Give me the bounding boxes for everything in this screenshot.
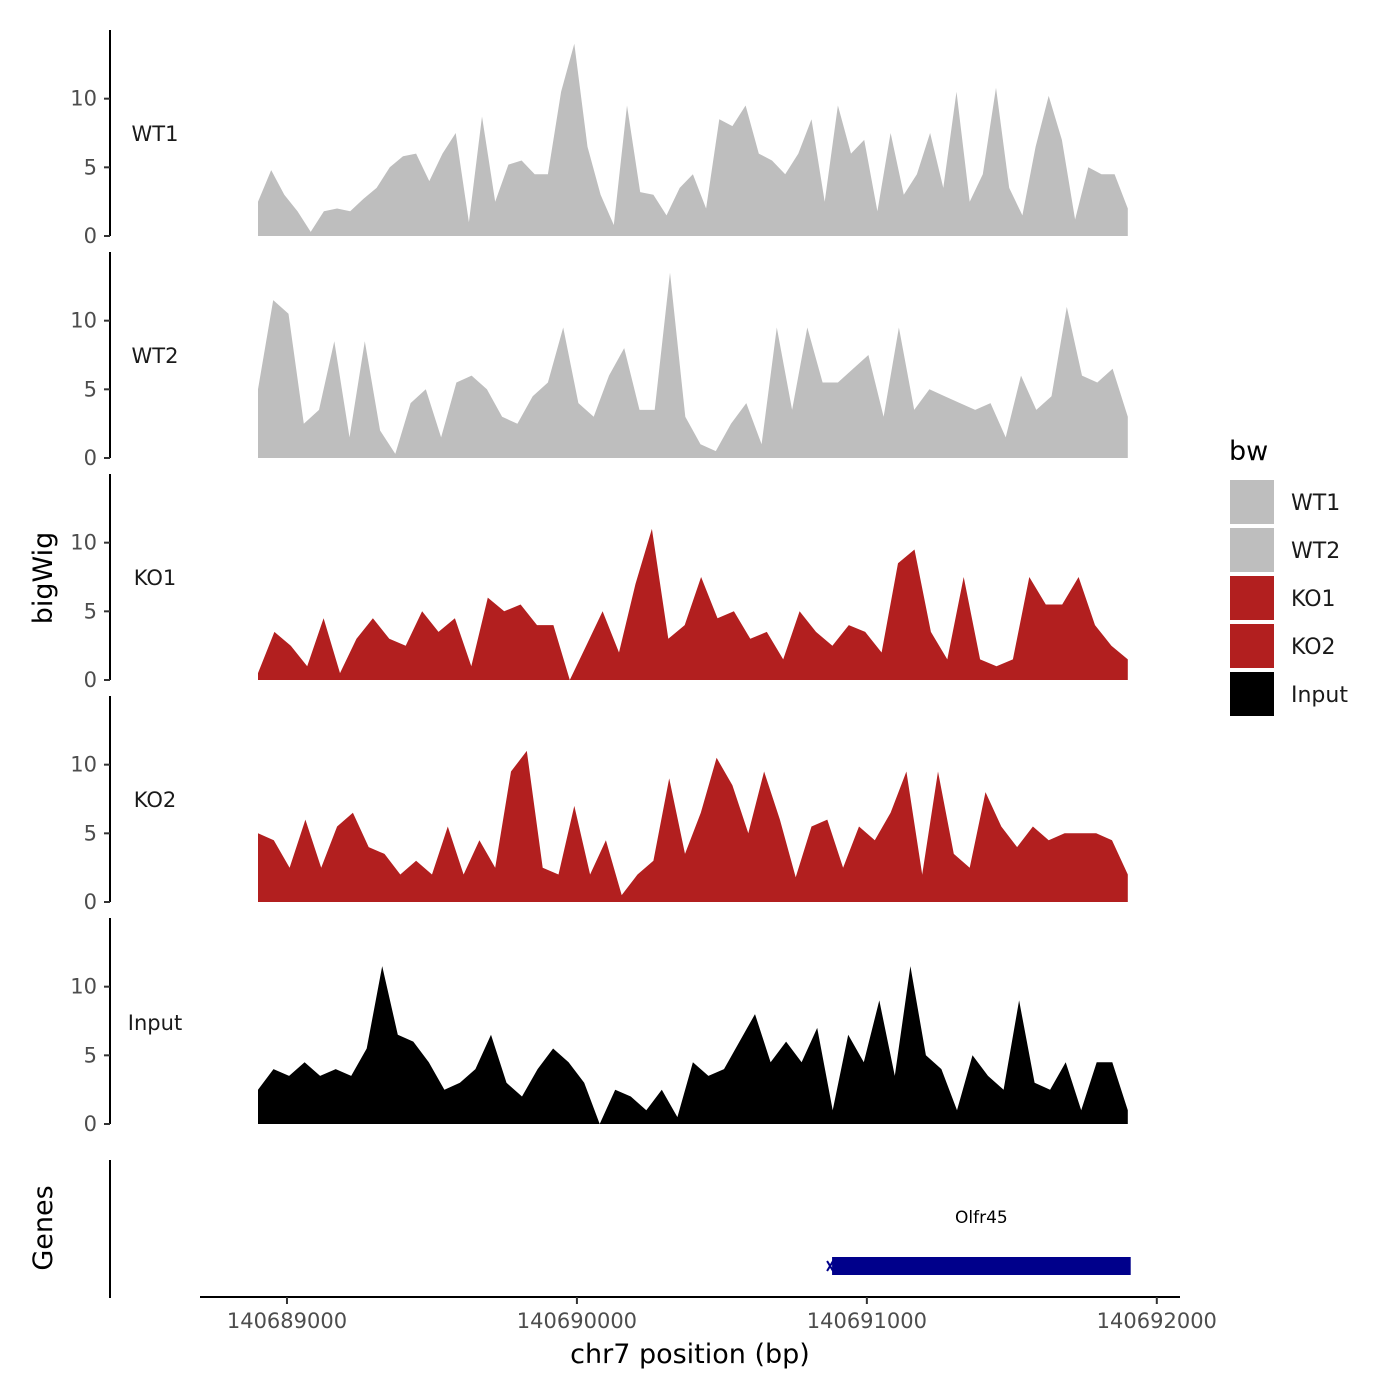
area-WT2 bbox=[258, 272, 1128, 458]
legend-swatch-Input bbox=[1230, 672, 1274, 716]
tracks-group: 0 5 10 WT1 0 5 10 WT2 0 5 10 KO1 0 5 10 KO2 0 5 10 Input bbox=[70, 30, 1128, 1136]
track-WT2: 0 5 10 WT2 bbox=[70, 252, 1128, 470]
gene-track-group: Olfr45 bbox=[109, 1160, 1131, 1298]
legend-swatch-KO1 bbox=[1230, 576, 1274, 620]
x-axis-title: chr7 position (bp) bbox=[570, 1339, 810, 1370]
track-label-KO2: KO2 bbox=[134, 788, 177, 812]
legend: WT1 WT2 KO1 KO2 Input bbox=[1230, 480, 1348, 716]
y-tick-label: 10 bbox=[70, 753, 97, 777]
x-tick-label: 140690000 bbox=[517, 1309, 637, 1333]
legend-label-WT2: WT2 bbox=[1291, 539, 1340, 564]
genes-track-title: Genes bbox=[28, 1185, 59, 1270]
y-tick-label: 0 bbox=[84, 1112, 97, 1136]
area-WT1 bbox=[258, 43, 1128, 237]
y-tick-label: 5 bbox=[84, 599, 97, 623]
x-axis: 140689000 140690000 140691000 140692000 bbox=[200, 1296, 1217, 1333]
track-WT1: 0 5 10 WT1 bbox=[70, 30, 1128, 248]
y-tick-label: 5 bbox=[84, 155, 97, 179]
track-label-KO1: KO1 bbox=[134, 566, 177, 590]
legend-label-Input: Input bbox=[1291, 683, 1348, 708]
legend-label-KO2: KO2 bbox=[1291, 635, 1336, 660]
gene-body-Olfr45 bbox=[832, 1257, 1131, 1275]
track-Input: 0 5 10 Input bbox=[70, 918, 1128, 1136]
y-tick-label: 0 bbox=[84, 446, 97, 470]
area-Input bbox=[258, 966, 1128, 1124]
y-tick-label: 0 bbox=[84, 224, 97, 248]
legend-swatch-WT2 bbox=[1230, 528, 1274, 572]
y-axis-title: bigWig bbox=[28, 532, 59, 625]
track-label-WT2: WT2 bbox=[132, 344, 179, 368]
legend-label-WT1: WT1 bbox=[1291, 491, 1340, 516]
legend-label-KO1: KO1 bbox=[1291, 587, 1336, 612]
y-tick-label: 10 bbox=[70, 975, 97, 999]
x-tick-label: 140692000 bbox=[1097, 1309, 1217, 1333]
y-tick-label: 0 bbox=[84, 890, 97, 914]
track-KO1: 0 5 10 KO1 bbox=[70, 474, 1128, 692]
y-tick-label: 5 bbox=[84, 821, 97, 845]
gene-strand-marker bbox=[826, 1260, 834, 1272]
track-label-Input: Input bbox=[128, 1011, 182, 1035]
legend-swatch-WT1 bbox=[1230, 480, 1274, 524]
legend-title: bw bbox=[1229, 436, 1268, 467]
y-tick-label: 10 bbox=[70, 309, 97, 333]
track-label-WT1: WT1 bbox=[132, 122, 179, 146]
legend-swatch-KO2 bbox=[1230, 624, 1274, 668]
y-tick-label: 5 bbox=[84, 1043, 97, 1067]
area-KO2 bbox=[258, 750, 1128, 902]
y-tick-label: 10 bbox=[70, 531, 97, 555]
y-tick-label: 5 bbox=[84, 377, 97, 401]
gene-label-Olfr45: Olfr45 bbox=[955, 1208, 1008, 1228]
x-tick-label: 140689000 bbox=[227, 1309, 347, 1333]
x-tick-label: 140691000 bbox=[807, 1309, 927, 1333]
y-tick-label: 10 bbox=[70, 87, 97, 111]
track-KO2: 0 5 10 KO2 bbox=[70, 696, 1128, 914]
area-KO1 bbox=[258, 528, 1128, 680]
y-tick-label: 0 bbox=[84, 668, 97, 692]
